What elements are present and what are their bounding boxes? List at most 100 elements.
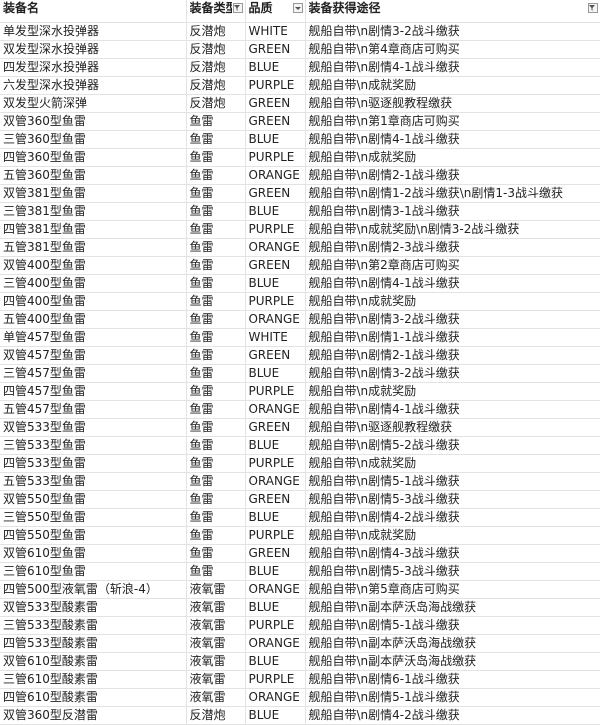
cell: 双管400型鱼雷 — [0, 256, 186, 275]
row: 双发型火箭深弹 反潜炮 GREEN 舰船自带\n驱逐舰教程缴获 — [0, 94, 600, 113]
cell: 舰船自带\n剧情2-1战斗缴获 — [304, 166, 600, 185]
cell: PURPLE — [244, 76, 305, 95]
cell: 三管457型鱼雷 — [0, 364, 186, 383]
cell: 舰船自带\n副本萨沃岛海战缴获 — [304, 598, 600, 617]
header-row: 装备名 装备类型 品质 装备获得途径 — [0, 0, 600, 23]
cell: 反潜炮 — [185, 22, 245, 41]
row: 双管533型酸素雷 液氧雷 BLUE 舰船自带\n副本萨沃岛海战缴获 — [0, 598, 600, 617]
cell: 三管381型鱼雷 — [0, 202, 186, 221]
cell: GREEN — [244, 94, 305, 113]
row: 双管360型反潜雷 反潜炮 BLUE 舰船自带\n剧情4-2战斗缴获 — [0, 706, 600, 725]
cell: ORANGE — [244, 472, 305, 491]
cell: PURPLE — [244, 220, 305, 239]
row: 四管550型鱼雷 鱼雷 PURPLE 舰船自带\n成就奖励 — [0, 526, 600, 545]
cell: 舰船自带\n剧情4-2战斗缴获 — [304, 706, 600, 725]
cell: 舰船自带\n剧情3-1战斗缴获 — [304, 202, 600, 221]
cell: 鱼雷 — [185, 220, 245, 239]
row: 双发型深水投弹器 反潜炮 GREEN 舰船自带\n第4章商店可购买 — [0, 40, 600, 59]
cell: BLUE — [244, 706, 305, 725]
cell: 舰船自带\n剧情1-2战斗缴获\n剧情1-3战斗缴获 — [304, 184, 600, 203]
cell: 三管533型酸素雷 — [0, 616, 186, 635]
row: 五管381型鱼雷 鱼雷 ORANGE 舰船自带\n剧情2-3战斗缴获 — [0, 238, 600, 257]
cell: 鱼雷 — [185, 112, 245, 131]
row: 双管533型鱼雷 鱼雷 GREEN 舰船自带\n驱逐舰教程缴获 — [0, 418, 600, 437]
cell: 舰船自带\n成就奖励 — [304, 454, 600, 473]
cell: 舰船自带\n成就奖励 — [304, 148, 600, 167]
cell: 舰船自带\n剧情3-2战斗缴获 — [304, 22, 600, 41]
cell: 六发型深水投弹器 — [0, 76, 186, 95]
cell: 五管381型鱼雷 — [0, 238, 186, 257]
cell: 双管360型反潜雷 — [0, 706, 186, 725]
cell: 四管533型酸素雷 — [0, 634, 186, 653]
cell: 舰船自带\n剧情4-1战斗缴获 — [304, 400, 600, 419]
cell: 四管381型鱼雷 — [0, 220, 186, 239]
row: 三管360型鱼雷 鱼雷 BLUE 舰船自带\n剧情4-1战斗缴获 — [0, 130, 600, 149]
cell: 鱼雷 — [185, 256, 245, 275]
cell: BLUE — [244, 598, 305, 617]
cell: 鱼雷 — [185, 130, 245, 149]
cell: 舰船自带\n成就奖励 — [304, 526, 600, 545]
row: 四管400型鱼雷 鱼雷 PURPLE 舰船自带\n成就奖励 — [0, 292, 600, 311]
cell: 鱼雷 — [185, 508, 245, 527]
row: 三管550型鱼雷 鱼雷 BLUE 舰船自带\n剧情4-2战斗缴获 — [0, 508, 600, 527]
rows: 单发型深水投弹器 反潜炮 WHITE 舰船自带\n剧情3-2战斗缴获 双发型深水投弹器反… — [0, 22, 600, 725]
cell: 舰船自带\n剧情5-1战斗缴获 — [304, 688, 600, 707]
cell: 舰船自带\n第1章商店可购买 — [304, 112, 600, 131]
row: 四管533型酸素雷 液氧雷 ORANGE 舰船自带\n副本萨沃岛海战缴获 — [0, 634, 600, 653]
cell: 五管400型鱼雷 — [0, 310, 186, 329]
cell: 双管533型鱼雷 — [0, 418, 186, 437]
row: 三管533型鱼雷 鱼雷 BLUE 舰船自带\n剧情5-2战斗缴获 — [0, 436, 600, 455]
cell: 鱼雷 — [185, 166, 245, 185]
cell: 舰船自带\n剧情3-2战斗缴获 — [304, 310, 600, 329]
cell: 双管610型酸素雷 — [0, 652, 186, 671]
cell: 舰船自带\n第5章商店可购买 — [304, 580, 600, 599]
cell: 鱼雷 — [185, 238, 245, 257]
cell: 舰船自带\n剧情6-1战斗缴获 — [304, 670, 600, 689]
cell: 四管360型鱼雷 — [0, 148, 186, 167]
row: 单发型深水投弹器 反潜炮 WHITE 舰船自带\n剧情3-2战斗缴获 — [0, 22, 600, 41]
cell: 舰船自带\n剧情4-2战斗缴获 — [304, 508, 600, 527]
row: 四管533型鱼雷 鱼雷 PURPLE 舰船自带\n成就奖励 — [0, 454, 600, 473]
row: 双管360型鱼雷 鱼雷 GREEN 舰船自带\n第1章商店可购买 — [0, 112, 600, 131]
cell: 三管400型鱼雷 — [0, 274, 186, 293]
cell: 鱼雷 — [185, 274, 245, 293]
cell: 单发型深水投弹器 — [0, 22, 186, 41]
cell: GREEN — [244, 256, 305, 275]
cell: 三管610型酸素雷 — [0, 670, 186, 689]
row: 单管457型鱼雷 鱼雷 WHITE 舰船自带\n剧情1-1战斗缴获 — [0, 328, 600, 347]
row: 三管610型鱼雷 鱼雷 BLUE 舰船自带\n剧情5-3战斗缴获 — [0, 562, 600, 581]
header-cell: 品质 — [244, 0, 305, 23]
cell: 鱼雷 — [185, 184, 245, 203]
cell: 鱼雷 — [185, 364, 245, 383]
header-text: 装备类型 — [189, 1, 232, 15]
cell: 五管457型鱼雷 — [0, 400, 186, 419]
cell: 鱼雷 — [185, 328, 245, 347]
cell: 舰船自带\n剧情2-1战斗缴获 — [304, 346, 600, 365]
cell: 反潜炮 — [185, 40, 245, 59]
cell: 三管550型鱼雷 — [0, 508, 186, 527]
cell: ORANGE — [244, 238, 305, 257]
cell: BLUE — [244, 652, 305, 671]
cell: BLUE — [244, 436, 305, 455]
cell: 双管457型鱼雷 — [0, 346, 186, 365]
cell: GREEN — [244, 544, 305, 563]
cell: WHITE — [244, 328, 305, 347]
row: 双管381型鱼雷 鱼雷 GREEN 舰船自带\n剧情1-2战斗缴获\n剧情1-3战斗缴… — [0, 184, 600, 203]
cell: BLUE — [244, 202, 305, 221]
row: 五管457型鱼雷 鱼雷 ORANGE 舰船自带\n剧情4-1战斗缴获 — [0, 400, 600, 419]
cell: 鱼雷 — [185, 148, 245, 167]
cell: 舰船自带\n剧情5-1战斗缴获 — [304, 472, 600, 491]
cell: PURPLE — [244, 382, 305, 401]
filter-button[interactable] — [588, 3, 598, 13]
cell: 反潜炮 — [185, 76, 245, 95]
filter-button[interactable] — [232, 3, 243, 13]
header-cell: 装备名 — [0, 0, 186, 23]
header-text: 品质 — [248, 1, 273, 15]
cell: ORANGE — [244, 688, 305, 707]
cell: 舰船自带\n剧情4-1战斗缴获 — [304, 274, 600, 293]
filter-button[interactable] — [292, 3, 303, 13]
header-cell: 装备类型 — [185, 0, 245, 23]
cell: ORANGE — [244, 166, 305, 185]
